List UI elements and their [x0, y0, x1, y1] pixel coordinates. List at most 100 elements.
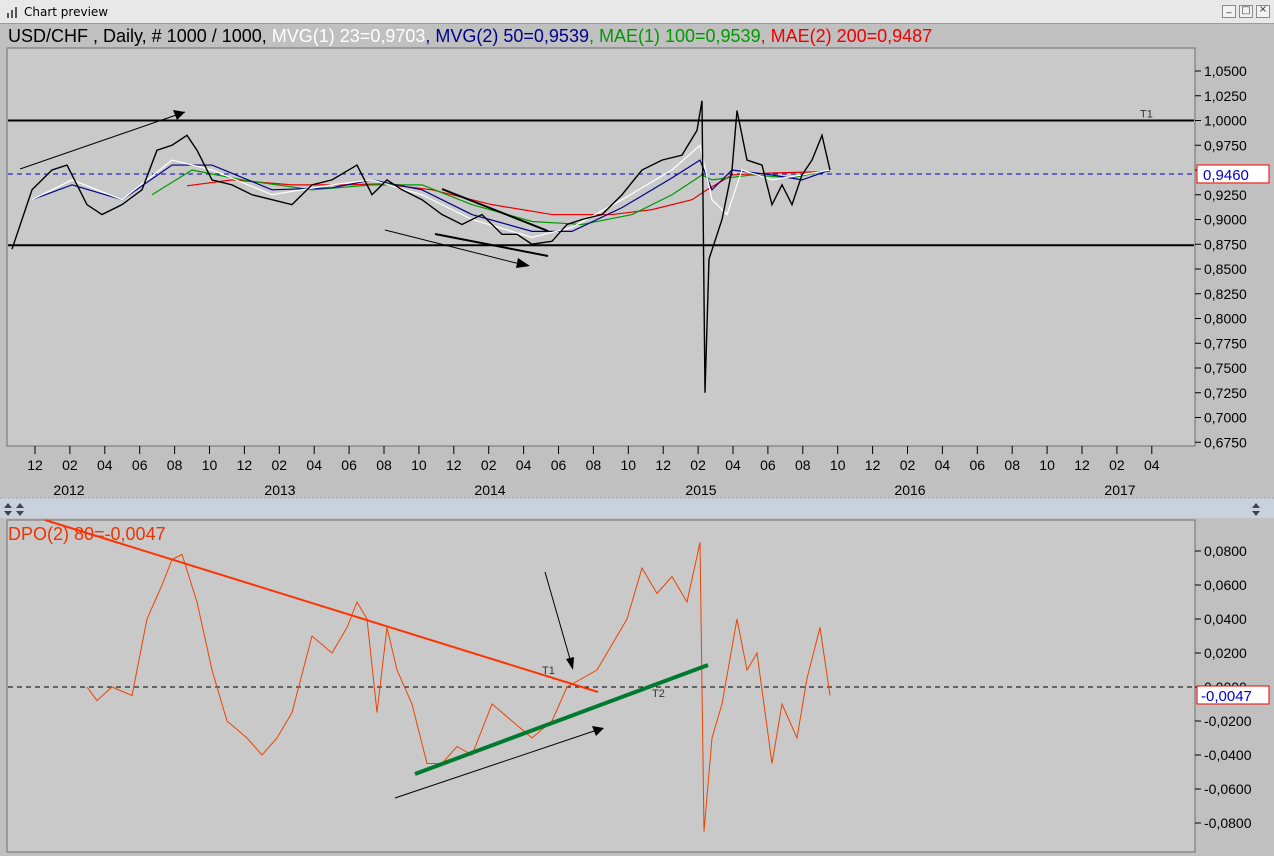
- header-segment: USD/CHF , Daily, # 1000 / 1000,: [8, 26, 267, 46]
- x-month-label: 06: [551, 457, 567, 473]
- channel-line: [441, 188, 549, 232]
- y-tick-label: 0,8000: [1204, 311, 1247, 327]
- x-month-label: 06: [970, 457, 986, 473]
- x-month-label: 12: [655, 457, 671, 473]
- trend-arrow-line: [394, 728, 601, 799]
- arrow-head-icon: [173, 110, 185, 120]
- x-month-label: 08: [795, 457, 811, 473]
- x-axis: 12 02 04 06 08 10 12 02 04 06 08 10 12 02 04 06 08 10 12 02…: [27, 446, 1160, 498]
- trend-arrow-line: [384, 229, 529, 267]
- x-month-label: 04: [1144, 457, 1160, 473]
- x-year-label: 2014: [474, 482, 505, 498]
- y-tick-label: -0,0400: [1204, 747, 1252, 763]
- x-month-label: 10: [621, 457, 637, 473]
- header-segment: DPO(2) 80=-0,0047: [8, 524, 166, 544]
- annotation-t1: T1: [542, 665, 555, 677]
- y-tick-label: 0,0400: [1204, 611, 1247, 627]
- x-month-label: 04: [97, 457, 113, 473]
- y-tick-label: 0,9250: [1204, 187, 1247, 203]
- x-month-label: 12: [865, 457, 881, 473]
- collapse-up-icon[interactable]: [4, 503, 24, 508]
- annotation-t1: T1: [1140, 109, 1153, 121]
- x-month-label: 02: [272, 457, 288, 473]
- x-month-label: 10: [202, 457, 218, 473]
- x-month-label: 08: [376, 457, 392, 473]
- header-segment: , MVG(2) 50=0,9539: [425, 26, 589, 46]
- x-month-label: 10: [830, 457, 846, 473]
- price-chart: T1: [8, 100, 1194, 393]
- x-month-label: 04: [306, 457, 322, 473]
- y-tick-label: 0,0600: [1204, 577, 1247, 593]
- y-tick-label: -0,0600: [1204, 781, 1252, 797]
- window-title: Chart preview: [24, 5, 109, 19]
- dpo-chart-header: DPO(2) 80=-0,0047: [8, 524, 166, 544]
- price-line: [11, 100, 831, 393]
- y-tick-label: 1,0250: [1204, 88, 1247, 104]
- x-year-label: 2017: [1104, 482, 1135, 498]
- minimize-button[interactable]: [1222, 3, 1236, 18]
- x-month-label: 12: [446, 457, 462, 473]
- last-value-box: [1196, 164, 1270, 184]
- y-tick-label: 0,7500: [1204, 360, 1247, 376]
- x-month-label: 08: [586, 457, 602, 473]
- x-month-label: 04: [935, 457, 951, 473]
- x-month-label: 04: [725, 457, 741, 473]
- x-month-label: 02: [900, 457, 916, 473]
- mae1-line: [151, 169, 831, 226]
- dpo-y-axis: 0,08000,06000,04000,02000,0000-0,0200-0,…: [1195, 543, 1270, 831]
- mvg1-line: [31, 144, 831, 238]
- close-button[interactable]: [1256, 4, 1270, 18]
- x-month-label: 02: [1109, 457, 1125, 473]
- x-month-label: 12: [1074, 457, 1090, 473]
- y-tick-label: 0,8250: [1204, 286, 1247, 302]
- x-month-label: 08: [1004, 457, 1020, 473]
- trend-arrow-line: [19, 111, 186, 170]
- x-month-label: 02: [62, 457, 78, 473]
- arrow-head-icon: [592, 726, 604, 736]
- price-y-axis: 1,05001,02501,00000,97500,95000,92500,90…: [1195, 63, 1270, 450]
- y-tick-label: 0,6750: [1204, 434, 1247, 450]
- collapse-down-icon[interactable]: [4, 511, 24, 516]
- app-icon: [7, 7, 17, 18]
- header-segment: , MAE(2) 200=0,9487: [761, 26, 933, 46]
- y-tick-label: 0,9750: [1204, 137, 1247, 153]
- y-tick-label: -0,0200: [1204, 713, 1252, 729]
- y-tick-label: 0,0800: [1204, 543, 1247, 559]
- x-month-label: 06: [132, 457, 148, 473]
- x-month-label: 06: [760, 457, 776, 473]
- dpo-chart: T1 T2: [8, 519, 1194, 832]
- arrow-head-icon: [566, 657, 574, 670]
- pointer-arrow-line: [544, 571, 573, 667]
- x-month-label: 10: [411, 457, 427, 473]
- dpo-line: [86, 542, 831, 832]
- y-tick-label: 0,9000: [1204, 212, 1247, 228]
- maximize-button[interactable]: [1239, 5, 1253, 18]
- x-month-label: 12: [237, 457, 253, 473]
- y-tick-label: 0,7750: [1204, 335, 1247, 351]
- mae2-line: [186, 170, 831, 216]
- x-year-label: 2015: [685, 482, 716, 498]
- panel-splitter[interactable]: [0, 498, 1274, 518]
- x-month-label: 02: [690, 457, 706, 473]
- window-titlebar: Chart preview: [0, 0, 1274, 24]
- y-tick-label: 0,0200: [1204, 645, 1247, 661]
- dpo-plot-area: [6, 519, 1196, 853]
- price-plot-area: [6, 47, 1196, 447]
- header-segment: MVG(1) 23=0,9703: [267, 26, 426, 46]
- x-month-label: 10: [1039, 457, 1055, 473]
- y-tick-label: 1,0000: [1204, 113, 1247, 129]
- header-segment: , MAE(1) 100=0,9539: [589, 26, 761, 46]
- y-tick-label: -0,0800: [1204, 815, 1252, 831]
- chart-area: T1 USD/CHF , Daily, # 1000 / 1000, MVG(1…: [0, 26, 1274, 853]
- y-tick-label: 0,7250: [1204, 385, 1247, 401]
- x-month-label: 06: [341, 457, 357, 473]
- mvg2-line: [31, 159, 831, 232]
- last-value-label: 0,9460: [1203, 167, 1249, 184]
- y-tick-label: 0,8750: [1204, 236, 1247, 252]
- x-month-label: 02: [481, 457, 497, 473]
- x-month-label: 08: [167, 457, 183, 473]
- annotation-t2: T2: [652, 688, 665, 700]
- splitter-arrows-icon[interactable]: [1252, 503, 1260, 516]
- last-value-box: [1196, 685, 1270, 705]
- x-month-label: 04: [516, 457, 532, 473]
